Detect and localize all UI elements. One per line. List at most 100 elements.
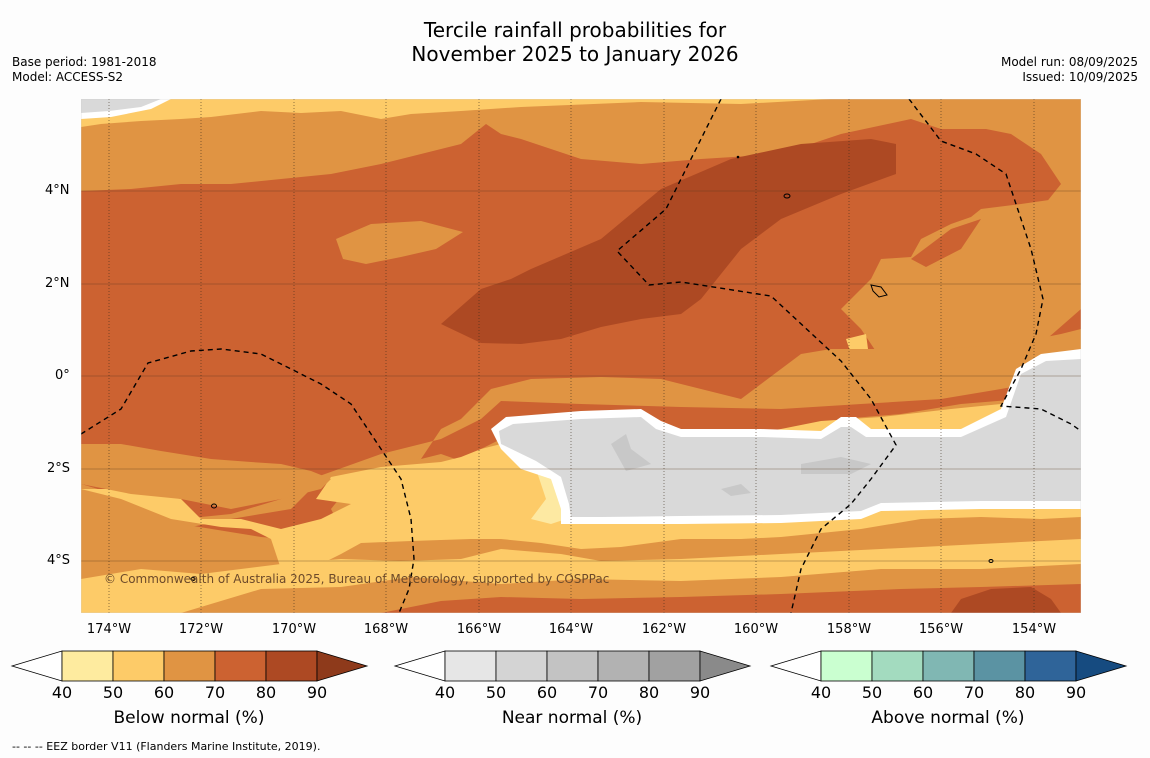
colorbar-extend-high	[316, 650, 369, 682]
region-below-80-90-southeast	[951, 587, 1061, 613]
region-near-corner	[81, 99, 161, 113]
lat-grid	[81, 190, 1081, 562]
colorbar-tick-label: 50	[102, 683, 124, 702]
lat-label-4N: 4°N	[45, 183, 70, 198]
run-info: Model run: 08/09/2025 Issued: 10/09/2025	[1001, 55, 1138, 85]
lon-label-160W: 160°W	[733, 622, 779, 637]
colorbar-tick-label: 40	[434, 683, 456, 702]
colorbar-swatch	[163, 650, 216, 682]
lon-label-162W: 162°W	[641, 622, 687, 637]
colorbar-tick-label: 90	[1065, 683, 1087, 702]
colorbar-extend-low	[769, 650, 822, 682]
lon-label-154W: 154°W	[1011, 622, 1057, 637]
colorbar-tick-label: 70	[204, 683, 226, 702]
lon-label-174W: 174°W	[86, 622, 132, 637]
region-below-60-70-east	[841, 199, 1081, 359]
eez-borders	[81, 99, 1081, 613]
region-below-60-70-central	[81, 329, 1081, 559]
copyright-notice: © Commonwealth of Australia 2025, Bureau…	[104, 572, 610, 586]
colorbar-swatch	[546, 650, 599, 682]
base-period: Base period: 1981-2018	[12, 55, 157, 69]
colorbar-swatch	[1024, 650, 1077, 682]
model-info: Base period: 1981-2018 Model: ACCESS-S2	[12, 55, 157, 85]
lat-label-0: 0°	[55, 368, 70, 383]
colorbar-swatch	[871, 650, 924, 682]
region-near-50-60	[499, 359, 1081, 517]
probability-map	[81, 99, 1081, 613]
colorbar-swatch	[61, 650, 114, 682]
colorbar-tick-label: 50	[861, 683, 883, 702]
colorbar-tick-label: 50	[485, 683, 507, 702]
eez-border-central	[615, 99, 897, 613]
region-below-70-80-south-strip	[381, 584, 1081, 613]
colorbar-swatch	[112, 650, 165, 682]
island	[211, 503, 217, 509]
islands	[190, 155, 994, 581]
colorbar-extend-high	[1075, 650, 1128, 682]
colorbar-tick-label: 60	[153, 683, 175, 702]
colorbar-extend-low	[10, 650, 63, 682]
colorbar-swatch	[444, 650, 497, 682]
colorbar-title-below: Below normal (%)	[113, 708, 265, 728]
lon-label-158W: 158°W	[826, 622, 872, 637]
lon-label-172W: 172°W	[178, 622, 224, 637]
colorbar-swatch	[265, 650, 318, 682]
island	[988, 559, 994, 563]
colorbar-swatch	[820, 650, 873, 682]
eez-border-west	[81, 348, 415, 613]
region-below-60-70-west-blob	[81, 444, 331, 509]
eez-footnote: -- -- -- EEZ border V11 (Flanders Marine…	[12, 740, 321, 753]
issued-date: Issued: 10/09/2025	[1022, 70, 1138, 84]
colorbar-swatch	[922, 650, 975, 682]
colorbar-above-normal	[769, 650, 1128, 682]
model-run-date: Model run: 08/09/2025	[1000, 55, 1138, 69]
colorbar-below-normal	[10, 650, 369, 682]
colorbar-extend-high	[699, 650, 752, 682]
lon-label-166W: 166°W	[456, 622, 502, 637]
title-line-2: November 2025 to January 2026	[411, 42, 739, 66]
model-name: Model: ACCESS-S2	[12, 70, 124, 84]
colorbar-extend-low	[393, 650, 446, 682]
colorbar-tick-label: 40	[51, 683, 73, 702]
eez-border-east	[908, 99, 1081, 432]
colorbar-swatch	[648, 650, 701, 682]
colorbar-tick-label: 40	[810, 683, 832, 702]
colorbar-near-normal	[393, 650, 752, 682]
island	[870, 284, 888, 298]
region-near-60-70-b	[801, 457, 871, 474]
colorbar-swatch	[495, 650, 548, 682]
island	[190, 577, 196, 581]
title-line-1: Tercile rainfall probabilities for	[423, 18, 727, 42]
region-below-50-60-north	[81, 99, 1081, 127]
region-below-60-70-patch	[336, 221, 463, 264]
lat-label-4S: 4°S	[47, 553, 71, 568]
colorbar-tick-label: 60	[912, 683, 934, 702]
colorbar-tick-label: 80	[255, 683, 277, 702]
colorbar-tick-label: 90	[689, 683, 711, 702]
colorbar-swatch	[597, 650, 650, 682]
lon-label-170W: 170°W	[271, 622, 317, 637]
colorbar-tick-label: 60	[536, 683, 558, 702]
region-near-60-70	[611, 434, 651, 471]
colorbar-tick-label: 80	[638, 683, 660, 702]
island	[736, 155, 740, 159]
lat-label-2S: 2°S	[47, 461, 71, 476]
region-below-70-80-east-island	[911, 219, 981, 267]
colorbar-title-above: Above normal (%)	[871, 708, 1025, 728]
lon-label-156W: 156°W	[918, 622, 964, 637]
colorbar-tick-label: 70	[587, 683, 609, 702]
region-near-60-70-c	[721, 484, 751, 496]
colorbar-swatch	[214, 650, 267, 682]
colorbar-tick-label: 90	[306, 683, 328, 702]
region-below-60-70-north	[81, 99, 1081, 209]
map-title: Tercile rainfall probabilities for Novem…	[0, 18, 1150, 66]
lon-label-164W: 164°W	[548, 622, 594, 637]
island	[783, 193, 791, 199]
colorbar-swatch	[973, 650, 1026, 682]
region-below-80-90-core	[441, 139, 896, 344]
colorbar-tick-label: 80	[1014, 683, 1036, 702]
lon-label-168W: 168°W	[363, 622, 409, 637]
lat-label-2N: 2°N	[45, 276, 70, 291]
colorbar-tick-label: 70	[963, 683, 985, 702]
colorbar-title-near: Near normal (%)	[501, 708, 643, 728]
